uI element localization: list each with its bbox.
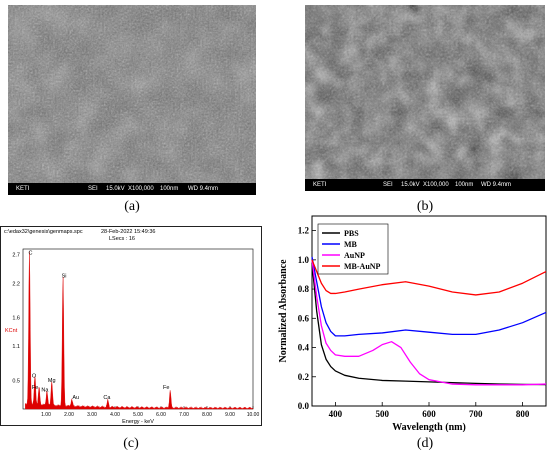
eds-xlabel: Energy - keV	[122, 419, 154, 425]
eds-xtick-label: 3.00	[87, 412, 97, 418]
eds-ytick-label: 2.7	[12, 253, 20, 259]
sem-mag-b: X100,000	[423, 182, 449, 188]
eds-xtick-label: 4.00	[110, 412, 120, 418]
eds-plot: 2.7 2.2 1.6 1.1 0.5 KCnt 1.00 2.00 3.00 4.00 5.00 6…	[5, 248, 260, 425]
sem-info-bar-b: KETI SEI 15.0kV X100,000 100nm WD 9.4mm	[305, 179, 545, 191]
sem-scale-a: 100nm	[160, 183, 178, 195]
sem-info-bar-a: KETI SEI 15.0kV X100,000 100nm WD 9.4mm	[8, 183, 256, 195]
eds-ytick-label: 1.1	[12, 344, 20, 350]
y-axis-label: Normalized Absorbance	[278, 259, 289, 363]
sem-kv-b: 15.0kV	[401, 182, 420, 188]
eds-ytick-label: 1.6	[12, 316, 20, 322]
series-line-mb-aunp	[311, 259, 547, 296]
eds-ytick-label: 0.5	[12, 378, 20, 384]
eds-spectrum-fill	[25, 251, 254, 410]
caption-d: (d)	[416, 436, 434, 451]
ytick-label: 0.2	[298, 372, 310, 382]
eds-peak-label-o: O	[32, 373, 37, 379]
caption-a: (a)	[124, 199, 140, 214]
sem-mode-a: SEI	[88, 186, 98, 192]
xtick-label: 800	[516, 409, 530, 419]
eds-xtick-label: 6.00	[156, 412, 166, 418]
eds-ytick-label: 2.2	[12, 281, 20, 287]
sem-texture-b	[305, 5, 545, 191]
uvvis-chart: 0.0 0.2 0.4 0.6 0.8 1.0 1.2 400 500 600 700 800 Wave…	[278, 215, 547, 432]
eds-xtick-label: 1.00	[41, 412, 51, 418]
eds-ylabel: KCnt	[5, 328, 18, 334]
xtick-label: 500	[375, 409, 389, 419]
sem-wd-a: WD 9.4mm	[188, 186, 218, 192]
legend-label: MB-AuNP	[344, 262, 381, 271]
eds-xtick-label: 10.00	[247, 412, 260, 418]
sem-scale-b: 100nm	[455, 179, 473, 191]
eds-peak-label-au: Au	[72, 395, 79, 401]
sem-kv-a: 15.0kV	[106, 186, 125, 192]
ytick-label: 1.0	[298, 255, 310, 265]
eds-peak-label-c: C	[28, 251, 32, 257]
sem-image-a: KETI SEI 15.0kV X100,000 100nm WD 9.4mm	[8, 5, 256, 195]
series-line-mb	[311, 256, 547, 337]
caption-b: (b)	[416, 199, 434, 214]
eds-peak-label-na: Na	[41, 388, 49, 394]
sem-mode-b: SEI	[383, 182, 393, 188]
xtick-label: 600	[422, 409, 436, 419]
sem-mag-a: X100,000	[128, 186, 154, 192]
eds-peak-label-fe: Fe	[32, 385, 38, 391]
ytick-label: 0.0	[298, 401, 310, 411]
sem-org-a: KETI	[16, 186, 30, 192]
sem-wd-b: WD 9.4mm	[481, 182, 511, 188]
eds-spectrum-panel: c:\edax32\genesis\genmaps.spc 28-Feb-202…	[0, 226, 262, 426]
sem-image-b: KETI SEI 15.0kV X100,000 100nm WD 9.4mm	[305, 5, 545, 191]
xtick-label: 400	[329, 409, 343, 419]
legend-label: PBS	[344, 229, 359, 238]
series-line-pbs	[311, 262, 547, 386]
eds-peak-label-si: Si	[62, 273, 67, 279]
eds-xtick-label: 8.00	[202, 412, 212, 418]
caption-c: (c)	[123, 436, 139, 451]
series-line-aunp	[311, 259, 547, 386]
eds-xtick-label: 7.00	[179, 412, 189, 418]
eds-xtick-label: 9.00	[225, 412, 235, 418]
legend-label: MB	[344, 240, 358, 249]
ytick-label: 0.8	[298, 284, 310, 294]
sem-org-b: KETI	[313, 182, 327, 188]
eds-frame	[22, 248, 254, 410]
ytick-label: 0.4	[298, 343, 310, 353]
ytick-label: 1.2	[298, 226, 310, 236]
eds-file-path: c:\edax32\genesis\genmaps.spc	[4, 229, 83, 235]
eds-xtick-label: 5.00	[133, 412, 143, 418]
xtick-label: 700	[469, 409, 483, 419]
eds-peak-label-mg: Mg	[48, 378, 56, 384]
sem-texture-a	[8, 5, 256, 195]
eds-date: 28-Feb-2022 15:49:36	[101, 229, 156, 235]
eds-lsecs: LSecs : 16	[109, 236, 135, 242]
eds-peak-label-ca: Ca	[103, 395, 111, 401]
x-axis-label: Wavelength (nm)	[392, 422, 466, 432]
eds-xtick-label: 2.00	[64, 412, 74, 418]
ytick-label: 0.6	[298, 313, 310, 323]
legend-label: AuNP	[344, 251, 365, 260]
eds-peak-label-fe: Fe	[163, 385, 169, 391]
